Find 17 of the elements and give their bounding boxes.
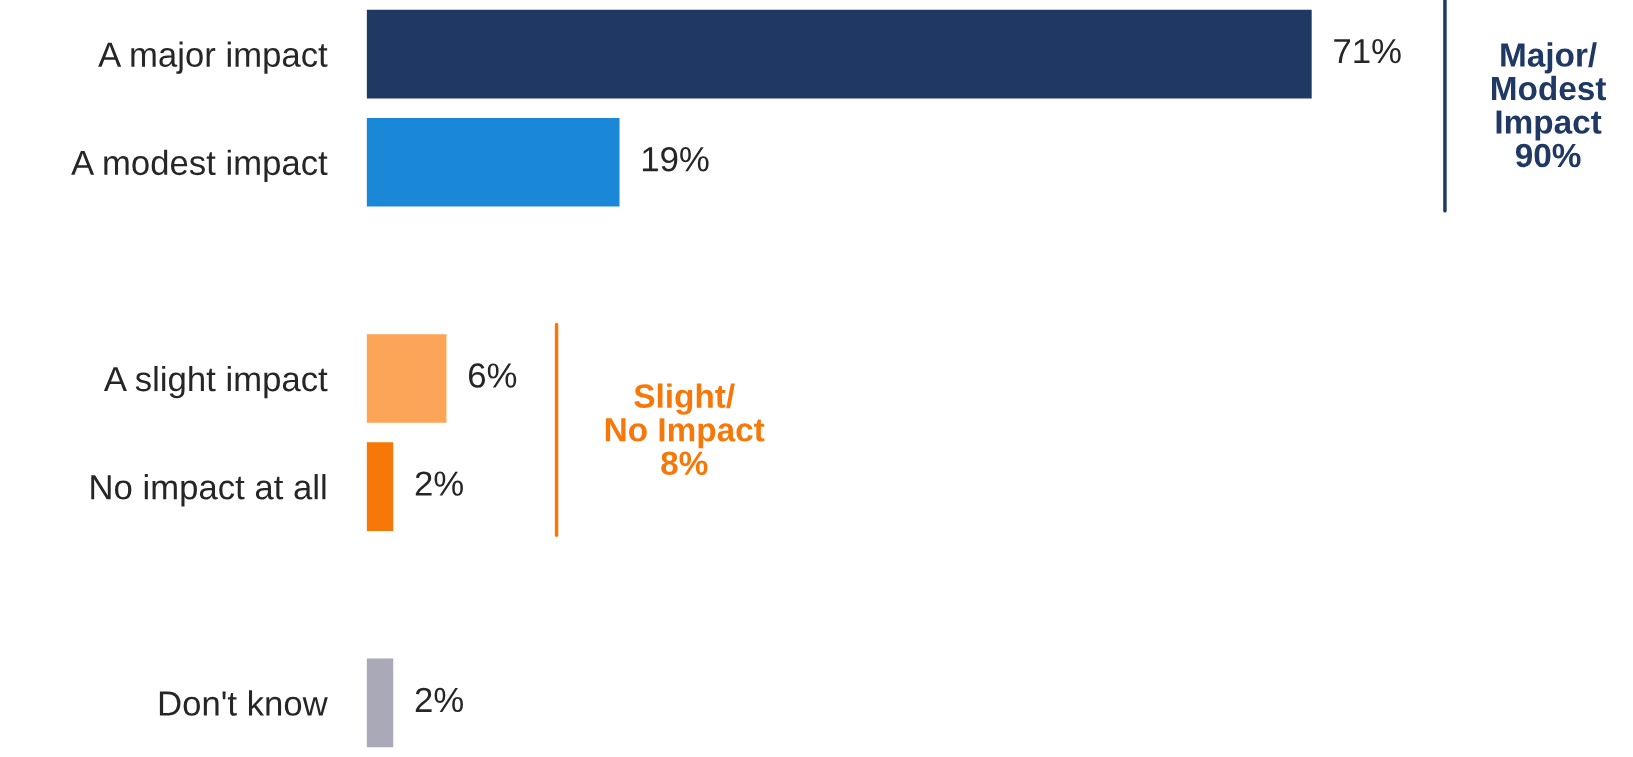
data-label: 2%	[415, 471, 463, 496]
bar	[366, 9, 1312, 99]
y-tick-label: No impact at all	[91, 474, 326, 507]
text: Major/ Modest Impact 90%	[1491, 42, 1607, 168]
data-label: 71%	[1334, 38, 1401, 64]
annotation: Slight/ No Impact 8%	[605, 383, 765, 476]
y-tick-label: A modest impact	[71, 149, 328, 182]
data-label: 19%	[642, 146, 709, 172]
bar	[366, 117, 620, 207]
data-label: 6%	[469, 363, 517, 388]
data-label: 2%	[415, 687, 463, 713]
y-tick-label: A slight impact	[103, 365, 328, 399]
bar	[366, 658, 394, 748]
y-tick-label: A major impact	[98, 41, 328, 74]
y-tick-label: Don't know	[159, 690, 328, 716]
bar	[366, 334, 447, 423]
bar	[366, 442, 394, 531]
